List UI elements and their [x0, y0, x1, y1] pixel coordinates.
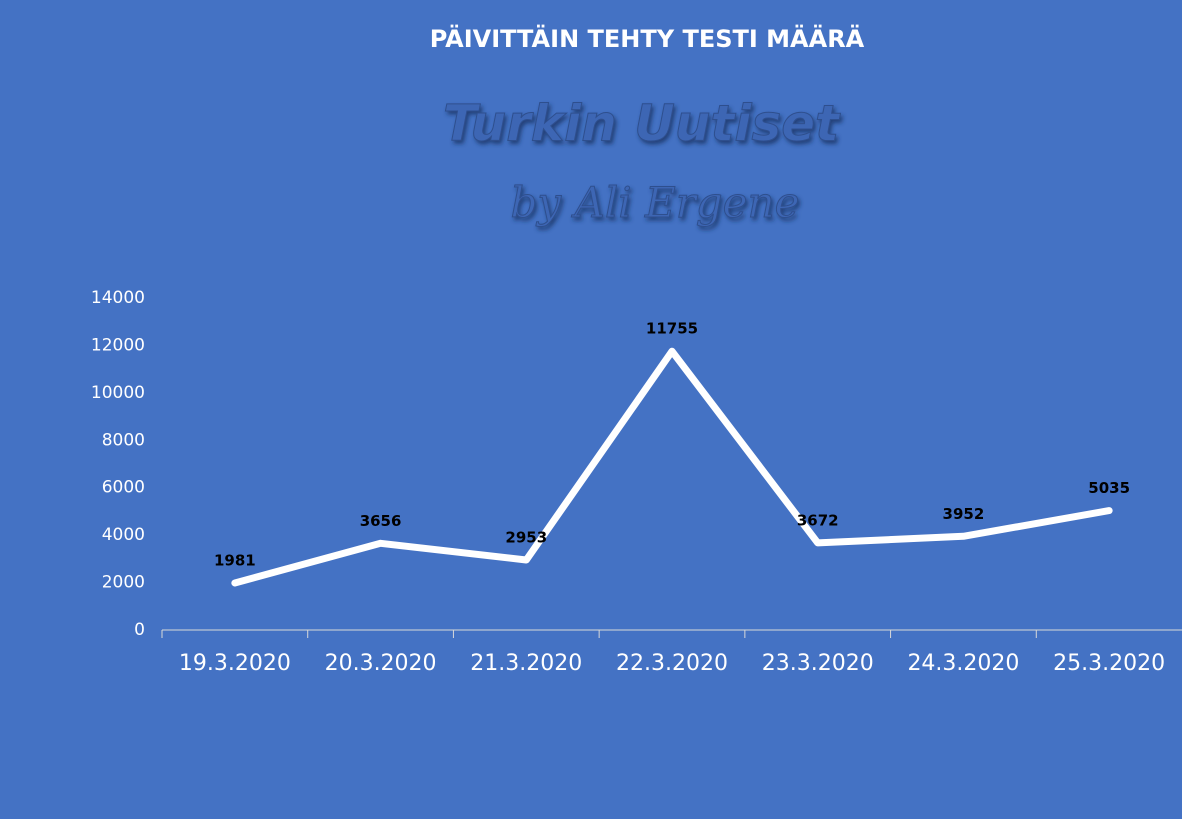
- data-label: 3656: [360, 512, 402, 530]
- x-tick-label: 21.3.2020: [470, 651, 582, 676]
- data-label: 2953: [505, 528, 547, 546]
- y-tick-label: 12000: [91, 335, 145, 355]
- data-label: 11755: [646, 320, 698, 338]
- x-tick-label: 20.3.2020: [325, 651, 437, 676]
- data-label: 5035: [1088, 479, 1130, 497]
- x-tick-label: 23.3.2020: [762, 651, 874, 676]
- y-tick-label: 4000: [102, 525, 145, 545]
- watermark-subtitle: by Ali Ergene: [511, 178, 800, 227]
- y-tick-label: 0: [134, 620, 145, 640]
- y-tick-label: 2000: [102, 573, 145, 593]
- watermark-title: Turkin Uutiset: [443, 95, 841, 153]
- data-label: 3672: [797, 511, 839, 529]
- y-tick-label: 10000: [91, 383, 145, 403]
- y-tick-label: 14000: [91, 288, 145, 308]
- chart-title: PÄIVITTÄIN TEHTY TESTI MÄÄRÄ: [430, 24, 865, 53]
- y-tick-label: 8000: [102, 430, 145, 450]
- data-label: 1981: [214, 552, 256, 570]
- x-tick-label: 25.3.2020: [1053, 651, 1165, 676]
- x-tick-label: 19.3.2020: [179, 651, 291, 676]
- x-tick-label: 24.3.2020: [907, 651, 1019, 676]
- y-tick-label: 6000: [102, 478, 145, 498]
- data-label: 3952: [943, 505, 985, 523]
- line: [231, 347, 1113, 587]
- x-tick-label: 22.3.2020: [616, 651, 728, 676]
